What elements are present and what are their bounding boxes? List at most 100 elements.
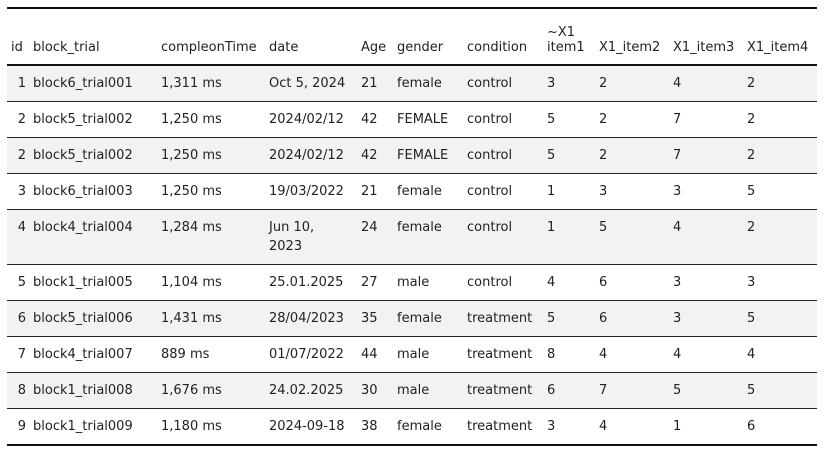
cell-gender: FEMALE xyxy=(393,102,463,138)
cell-value: 21 xyxy=(361,76,378,91)
cell-age: 21 xyxy=(357,174,393,210)
cell-x1-item2: 4 xyxy=(595,337,669,373)
cell-value: 5 xyxy=(547,112,556,127)
cell-value: control xyxy=(467,76,513,91)
cell-condition: control xyxy=(463,210,543,265)
cell-x1-item3: 3 xyxy=(669,265,743,301)
cell-block-trial: block6_trial003 xyxy=(29,174,157,210)
cell-x1-item1: 5 xyxy=(543,301,595,337)
cell-gender: male xyxy=(393,373,463,409)
cell-block-trial: block4_trial007 xyxy=(29,337,157,373)
cell-gender: female xyxy=(393,409,463,446)
cell-value: Oct 5, 2024 xyxy=(269,76,346,91)
cell-value: 1,250 ms xyxy=(161,184,222,199)
cell-x1-item1: 1 xyxy=(543,210,595,265)
column-header-label: ~X1 item1 xyxy=(547,25,585,55)
cell-age: 21 xyxy=(357,65,393,102)
cell-id: 9 xyxy=(7,409,29,446)
cell-completion-time: 1,431 ms xyxy=(157,301,265,337)
column-header-label: Age xyxy=(361,40,387,55)
cell-value: 2 xyxy=(747,220,756,235)
cell-date: 2024/02/12 xyxy=(265,138,357,174)
table-row: 6 block5_trial006 1,431 ms 28/04/2023 35 fema… xyxy=(7,300,817,337)
cell-x1-item3: 3 xyxy=(669,174,743,210)
column-header-label: condition xyxy=(467,40,528,55)
cell-value: 21 xyxy=(361,184,378,199)
cell-value: 4 xyxy=(673,76,682,91)
cell-x1-item2: 2 xyxy=(595,138,669,174)
cell-value: male xyxy=(397,275,430,290)
column-header-label: gender xyxy=(397,40,444,55)
cell-block-trial: block4_trial004 xyxy=(29,210,157,265)
column-header-label: X1_item4 xyxy=(747,40,809,55)
cell-age: 42 xyxy=(357,102,393,138)
cell-x1-item3: 7 xyxy=(669,138,743,174)
cell-value: male xyxy=(397,347,430,362)
column-header-gender: gender xyxy=(393,8,463,65)
cell-age: 27 xyxy=(357,265,393,301)
cell-value: block6_trial003 xyxy=(33,184,133,199)
column-header-date: date xyxy=(265,8,357,65)
cell-x1-item4: 6 xyxy=(743,409,817,446)
cell-value: block5_trial002 xyxy=(33,148,133,163)
cell-value: 3 xyxy=(747,275,756,290)
cell-value: block4_trial007 xyxy=(33,347,133,362)
cell-value: 7 xyxy=(599,383,608,398)
cell-value: 3 xyxy=(547,419,556,434)
cell-value: 2024-09-18 xyxy=(269,419,345,434)
column-header-label: X1_item3 xyxy=(673,40,735,55)
table-row: 2 block5_trial002 1,250 ms 2024/02/12 42 FEMA… xyxy=(7,102,817,138)
cell-age: 24 xyxy=(357,210,393,265)
cell-x1-item1: 6 xyxy=(543,373,595,409)
table-header-row: id block_trial compleonTime date Age gender co… xyxy=(7,8,817,65)
cell-value: 4 xyxy=(547,275,556,290)
cell-date: 19/03/2022 xyxy=(265,174,357,210)
cell-condition: control xyxy=(463,138,543,174)
cell-value: 2 xyxy=(599,76,608,91)
cell-x1-item4: 5 xyxy=(743,301,817,337)
cell-value: 2 xyxy=(17,112,26,127)
cell-value: 4 xyxy=(17,220,26,235)
cell-completion-time: 1,311 ms xyxy=(157,65,265,102)
cell-value: FEMALE xyxy=(397,148,449,163)
table-row: 7 block4_trial007 889 ms 01/07/2022 44 male tr… xyxy=(7,337,817,373)
cell-date: Jun 10, 2023 xyxy=(265,210,357,265)
cell-value: 6 xyxy=(599,275,608,290)
cell-value: 4 xyxy=(747,347,756,362)
cell-value: control xyxy=(467,148,513,163)
cell-value: 44 xyxy=(361,347,378,362)
cell-value: control xyxy=(467,220,513,235)
cell-x1-item4: 2 xyxy=(743,102,817,138)
table-row: 9 block1_trial009 1,180 ms 2024-09-18 38 fema… xyxy=(7,409,817,446)
cell-id: 5 xyxy=(7,265,29,301)
column-header-block-trial: block_trial xyxy=(29,8,157,65)
cell-value: treatment xyxy=(467,311,533,326)
cell-completion-time: 889 ms xyxy=(157,337,265,373)
cell-x1-item1: 5 xyxy=(543,102,595,138)
cell-id: 7 xyxy=(7,337,29,373)
cell-value: control xyxy=(467,184,513,199)
cell-value: 35 xyxy=(361,311,378,326)
cell-completion-time: 1,250 ms xyxy=(157,102,265,138)
cell-x1-item1: 5 xyxy=(543,138,595,174)
cell-value: male xyxy=(397,383,430,398)
cell-value: 7 xyxy=(673,148,682,163)
cell-value: 28/04/2023 xyxy=(269,311,344,326)
cell-x1-item2: 6 xyxy=(595,301,669,337)
cell-value: 24.02.2025 xyxy=(269,383,344,398)
cell-x1-item4: 4 xyxy=(743,337,817,373)
column-header-x1-item1: ~X1 item1 xyxy=(543,8,595,65)
cell-value: 3 xyxy=(17,184,26,199)
cell-x1-item1: 1 xyxy=(543,174,595,210)
cell-value: 8 xyxy=(547,347,556,362)
column-header-x1-item4: X1_item4 xyxy=(743,8,817,65)
table-row: 8 block1_trial008 1,676 ms 24.02.2025 30 male… xyxy=(7,372,817,409)
cell-gender: male xyxy=(393,337,463,373)
cell-condition: control xyxy=(463,174,543,210)
cell-value: female xyxy=(397,184,442,199)
cell-value: Jun 10, 2023 xyxy=(269,220,315,254)
cell-value: block1_trial008 xyxy=(33,383,133,398)
cell-value: female xyxy=(397,419,442,434)
cell-x1-item4: 5 xyxy=(743,373,817,409)
cell-date: 01/07/2022 xyxy=(265,337,357,373)
